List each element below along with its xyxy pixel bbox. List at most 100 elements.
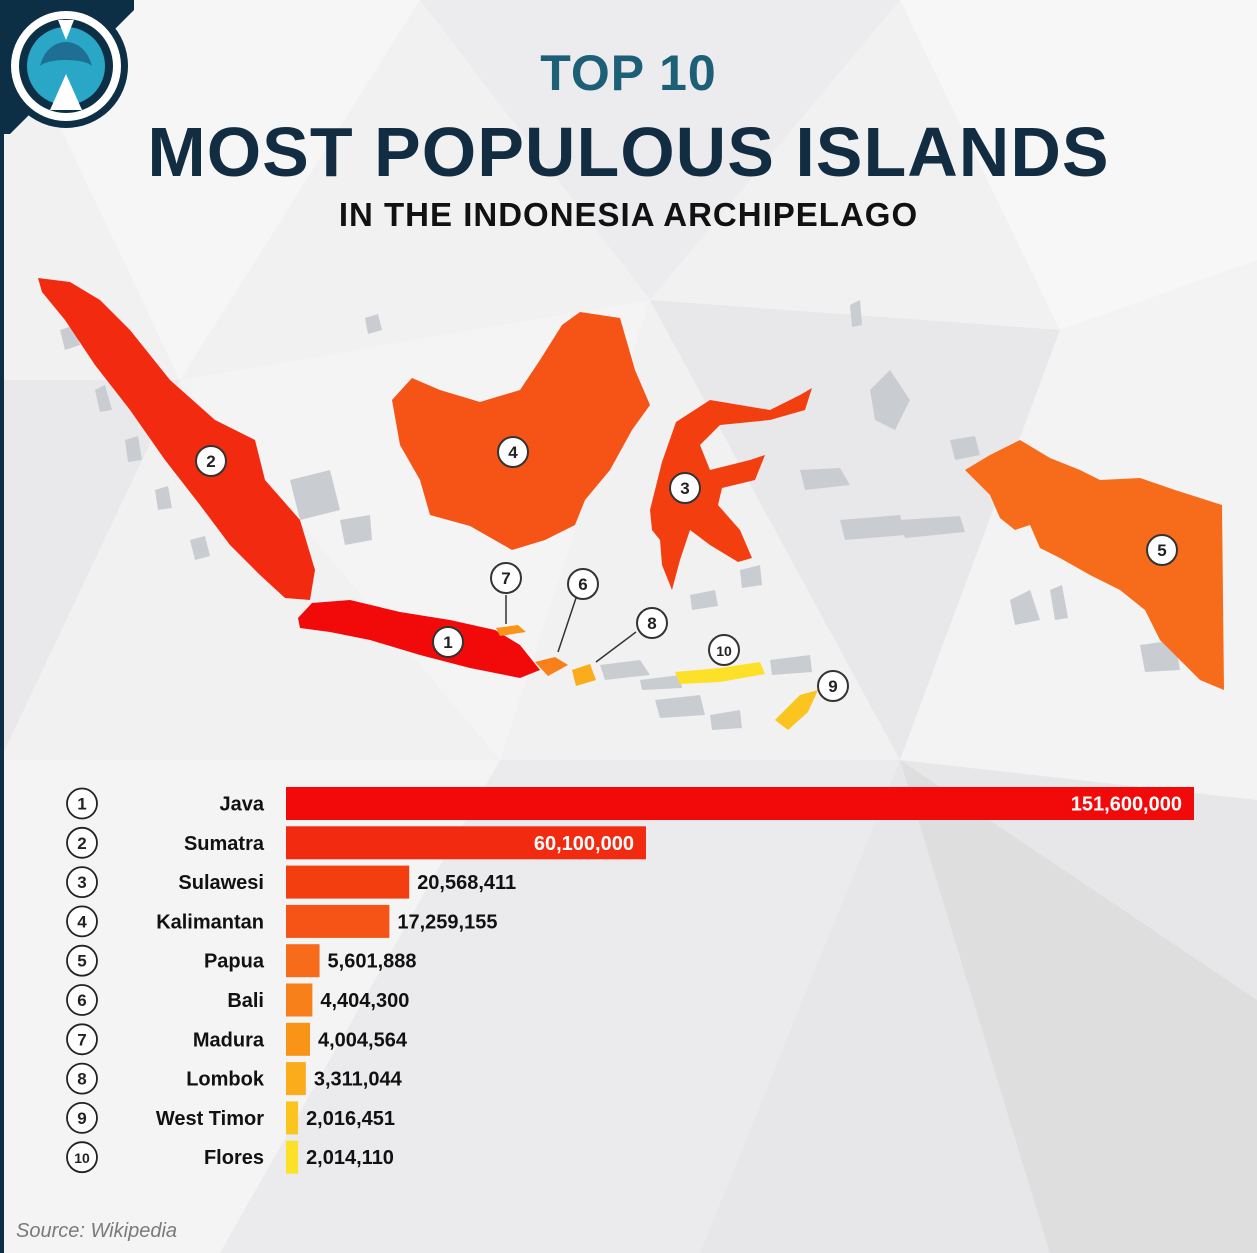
bar-row: 1 Java 151,600,000 bbox=[66, 787, 1194, 820]
rank-badge bbox=[66, 1102, 98, 1134]
indonesia-map: 1 2 3 4 5 6 7 8 9 10 bbox=[38, 278, 1224, 730]
map-marker-label: 10 bbox=[716, 643, 732, 659]
value-label: 17,259,155 bbox=[397, 911, 497, 933]
bar bbox=[286, 865, 410, 899]
map-marker-8: 8 bbox=[636, 607, 668, 639]
map-marker-label: 9 bbox=[828, 677, 837, 696]
population-bar-chart: 1 Java 151,600,000 2 Sumatra 60,100,000 3 Sulaw… bbox=[66, 787, 1194, 1174]
category-label: Kalimantan bbox=[156, 911, 264, 933]
map-marker-2: 2 bbox=[195, 445, 227, 477]
bar-row: 7 Madura 4,004,564 bbox=[66, 1022, 408, 1056]
bar-row: 8 Lombok 3,311,044 bbox=[66, 1062, 403, 1096]
rank-label: 1 bbox=[77, 795, 86, 814]
map-marker-label: 8 bbox=[647, 614, 656, 633]
map-marker-label: 1 bbox=[443, 633, 452, 652]
rank-label: 8 bbox=[77, 1070, 86, 1089]
page-subtitle: IN THE INDONESIA ARCHIPELAGO bbox=[338, 196, 919, 233]
category-label: Papua bbox=[204, 951, 265, 973]
bar-row: 5 Papua 5,601,888 bbox=[66, 944, 417, 978]
map-marker-label: 4 bbox=[508, 443, 518, 462]
category-label: Java bbox=[220, 794, 265, 816]
bar bbox=[286, 826, 646, 860]
map-island-kalimantan bbox=[392, 312, 650, 550]
rank-badge bbox=[66, 905, 98, 938]
map-marker-label: 6 bbox=[578, 575, 587, 594]
category-label: Lombok bbox=[186, 1069, 265, 1091]
map-marker-label: 3 bbox=[680, 479, 689, 498]
bar bbox=[286, 1140, 299, 1174]
rank-label: 2 bbox=[77, 834, 86, 853]
rank-badge bbox=[66, 984, 98, 1016]
bar bbox=[286, 944, 320, 978]
value-label: 4,004,564 bbox=[318, 1029, 408, 1051]
bar-row: 2 Sumatra 60,100,000 bbox=[66, 826, 646, 860]
category-label: Sumatra bbox=[184, 833, 265, 855]
map-island-sumatra bbox=[38, 278, 315, 600]
map-minor-islands bbox=[60, 300, 1180, 730]
rank-label: 10 bbox=[74, 1150, 90, 1166]
map-leader-lines bbox=[505, 595, 637, 663]
map-island-papua bbox=[965, 440, 1224, 690]
map-island-lombok bbox=[572, 664, 596, 686]
rank-badge bbox=[66, 1141, 98, 1174]
map-marker-4: 4 bbox=[497, 436, 529, 468]
map-markers: 1 2 3 4 5 6 7 8 9 10 bbox=[195, 436, 1178, 702]
map-island-madura bbox=[496, 625, 526, 636]
bar-row: 4 Kalimantan 17,259,155 bbox=[66, 904, 497, 938]
map-island-bali bbox=[535, 657, 568, 676]
rank-label: 5 bbox=[77, 952, 86, 971]
bar bbox=[286, 1022, 310, 1056]
map-marker-6: 6 bbox=[567, 568, 599, 600]
rank-label: 6 bbox=[77, 991, 86, 1010]
bar-row: 10 Flores 2,014,110 bbox=[66, 1140, 394, 1174]
page-title: MOST POPULOUS ISLANDS bbox=[147, 113, 1110, 191]
map-marker-7: 7 bbox=[490, 562, 522, 594]
left-frame-border bbox=[0, 0, 4, 1253]
map-island-sulawesi bbox=[650, 388, 812, 590]
map-island-west-timor bbox=[775, 690, 818, 730]
map-marker-3: 3 bbox=[669, 472, 701, 504]
map-marker-label: 7 bbox=[501, 569, 510, 588]
title-top-label: TOP 10 bbox=[540, 45, 717, 101]
rank-badge bbox=[66, 944, 98, 977]
value-label: 5,601,888 bbox=[328, 951, 417, 973]
bar bbox=[286, 904, 390, 938]
rank-badge bbox=[66, 1023, 98, 1056]
rank-label: 9 bbox=[77, 1109, 86, 1128]
rank-badge bbox=[66, 826, 98, 859]
map-marker-label: 2 bbox=[206, 452, 215, 471]
rank-label: 3 bbox=[77, 873, 86, 892]
map-marker-10: 10 bbox=[708, 634, 740, 666]
rank-badge bbox=[66, 866, 98, 898]
rank-badge bbox=[66, 787, 98, 820]
map-island-java bbox=[298, 600, 540, 678]
source-note: Source: Wikipedia bbox=[16, 1220, 178, 1242]
category-label: Bali bbox=[227, 990, 264, 1012]
bar bbox=[286, 983, 313, 1017]
bar bbox=[286, 787, 1194, 820]
map-marker-9: 9 bbox=[817, 670, 849, 702]
value-label: 2,016,451 bbox=[306, 1108, 395, 1130]
channel-logo-icon bbox=[0, 0, 134, 134]
rank-label: 4 bbox=[77, 912, 87, 931]
bar bbox=[286, 1101, 299, 1135]
category-label: West Timor bbox=[156, 1108, 264, 1130]
map-marker-label: 5 bbox=[1157, 541, 1166, 560]
bar-chart-layer: 1 Java 151,600,000 2 Sumatra 60,100,000 3 Sulaw… bbox=[66, 787, 1194, 1174]
value-label: 4,404,300 bbox=[320, 990, 409, 1012]
rank-label: 7 bbox=[77, 1030, 86, 1049]
bar-row: 9 West Timor 2,016,451 bbox=[66, 1101, 395, 1135]
map-marker-1: 1 bbox=[432, 626, 464, 658]
map-marker-5: 5 bbox=[1146, 534, 1178, 566]
bar-row: 6 Bali 4,404,300 bbox=[66, 983, 409, 1017]
value-label: 20,568,411 bbox=[417, 872, 516, 894]
category-label: Flores bbox=[204, 1147, 264, 1169]
map-island-flores bbox=[675, 662, 765, 684]
rank-badge bbox=[66, 1062, 98, 1095]
value-label: 3,311,044 bbox=[314, 1069, 403, 1091]
bar bbox=[286, 1062, 306, 1096]
category-label: Sulawesi bbox=[178, 872, 264, 894]
value-label: 60,100,000 bbox=[534, 833, 634, 855]
value-label: 2,014,110 bbox=[306, 1147, 394, 1169]
value-label: 151,600,000 bbox=[1071, 794, 1182, 816]
